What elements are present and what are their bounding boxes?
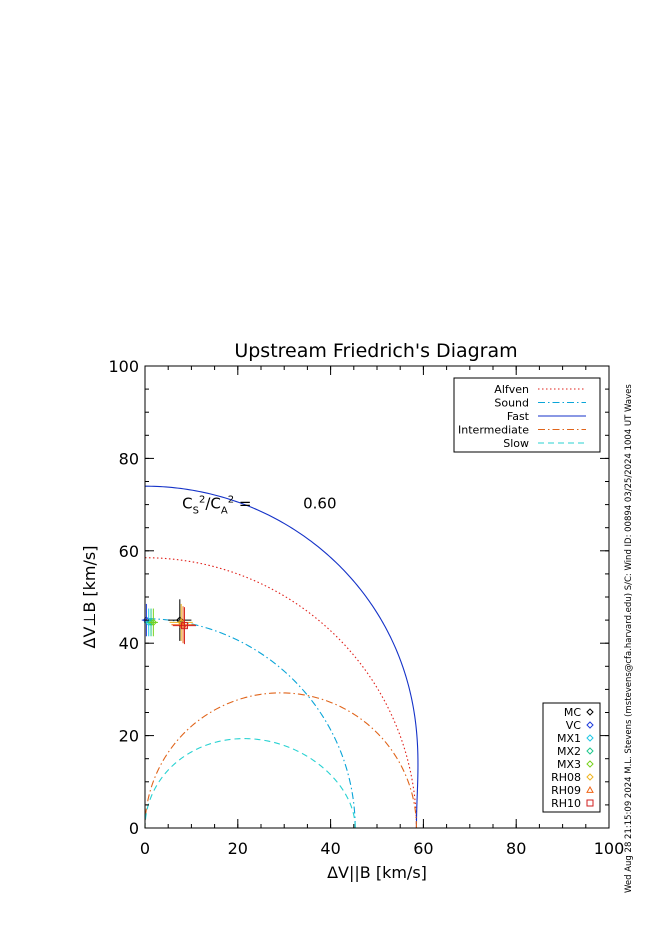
ratio-a-subscript: A [221, 506, 228, 517]
curve-legend-label: Sound [494, 397, 529, 410]
point-legend-marker [586, 785, 594, 793]
x-axis-label: ΔV||B [km/s] [327, 863, 427, 882]
curve-fast [144, 485, 419, 829]
x-tick-label: 80 [506, 839, 526, 858]
y-tick-label: 20 [119, 727, 139, 746]
point-legend-marker [586, 773, 594, 781]
x-tick-label: 20 [228, 839, 248, 858]
point-legend-marker [586, 747, 594, 755]
y-tick-label: 0 [129, 819, 139, 838]
y-axis-label: ΔV⊥B [km/s] [80, 546, 99, 649]
point-marker [180, 622, 188, 630]
point-mx3 [148, 608, 158, 637]
y-tick-label: 100 [108, 357, 139, 376]
y-tick-label: 60 [119, 542, 139, 561]
ratio-c-symbol: C [182, 495, 192, 513]
x-tick-label: 100 [594, 839, 625, 858]
x-tick-label: 40 [320, 839, 340, 858]
point-legend-box [542, 702, 601, 813]
point-legend-label: MX3 [557, 758, 581, 771]
curve-legend-box [453, 377, 601, 453]
point-rh09 [171, 606, 195, 644]
curve-legend-label: Alfven [494, 383, 529, 396]
y-tick-label: 80 [119, 449, 139, 468]
point-legend-marker [586, 708, 594, 716]
ratio-s-subscript: S [193, 506, 199, 517]
x-tick-label: 60 [413, 839, 433, 858]
curve-slow [144, 738, 356, 829]
ratio-value: 0.60 [303, 495, 336, 513]
axis-ticks [144, 365, 610, 829]
point-legend-label: MC [564, 706, 581, 719]
point-marker [149, 618, 158, 627]
point-legend-label: RH10 [551, 797, 581, 810]
curve-sound [144, 618, 356, 829]
axis-tick-labels: 0 20 40 60 80 100 0 20 40 60 80 100 [108, 357, 624, 858]
sound-alfven-ratio-annotation: CS2/CA2 = [182, 495, 251, 517]
point-legend-marker [586, 799, 594, 807]
point-legend-marker [586, 721, 594, 729]
ratio-equals: = [234, 495, 251, 513]
point-legend-label: MX2 [557, 745, 581, 758]
point-legend-label: MX1 [557, 732, 581, 745]
point-legend-label: RH09 [551, 784, 581, 797]
ratio-sq-superscript-1: 2 [199, 495, 205, 506]
curve-legend-label: Fast [507, 410, 530, 423]
curve-intermediate [144, 692, 417, 829]
y-tick-label: 40 [119, 634, 139, 653]
point-legend-label: RH08 [551, 771, 581, 784]
point-legend-label: VC [566, 719, 582, 732]
curve-legend-label: Intermediate [458, 424, 529, 437]
ratio-slash-c: /C [205, 495, 221, 513]
x-tick-label: 0 [140, 839, 150, 858]
point-legend-marker [586, 734, 594, 742]
chart-title: Upstream Friedrich's Diagram [234, 340, 517, 362]
point-legend-marker [586, 760, 594, 768]
ratio-sq-superscript-2: 2 [228, 495, 234, 506]
point-rh10 [172, 607, 197, 645]
point-marker [176, 616, 184, 624]
curve-alfven [144, 557, 417, 829]
generation-info-text: Wed Aug 28 21:15:09 2024 M.L. Stevens (m… [624, 384, 634, 893]
curves-group [144, 485, 419, 829]
curve-legend-label: Slow [503, 437, 529, 450]
data-points-group [141, 599, 197, 645]
